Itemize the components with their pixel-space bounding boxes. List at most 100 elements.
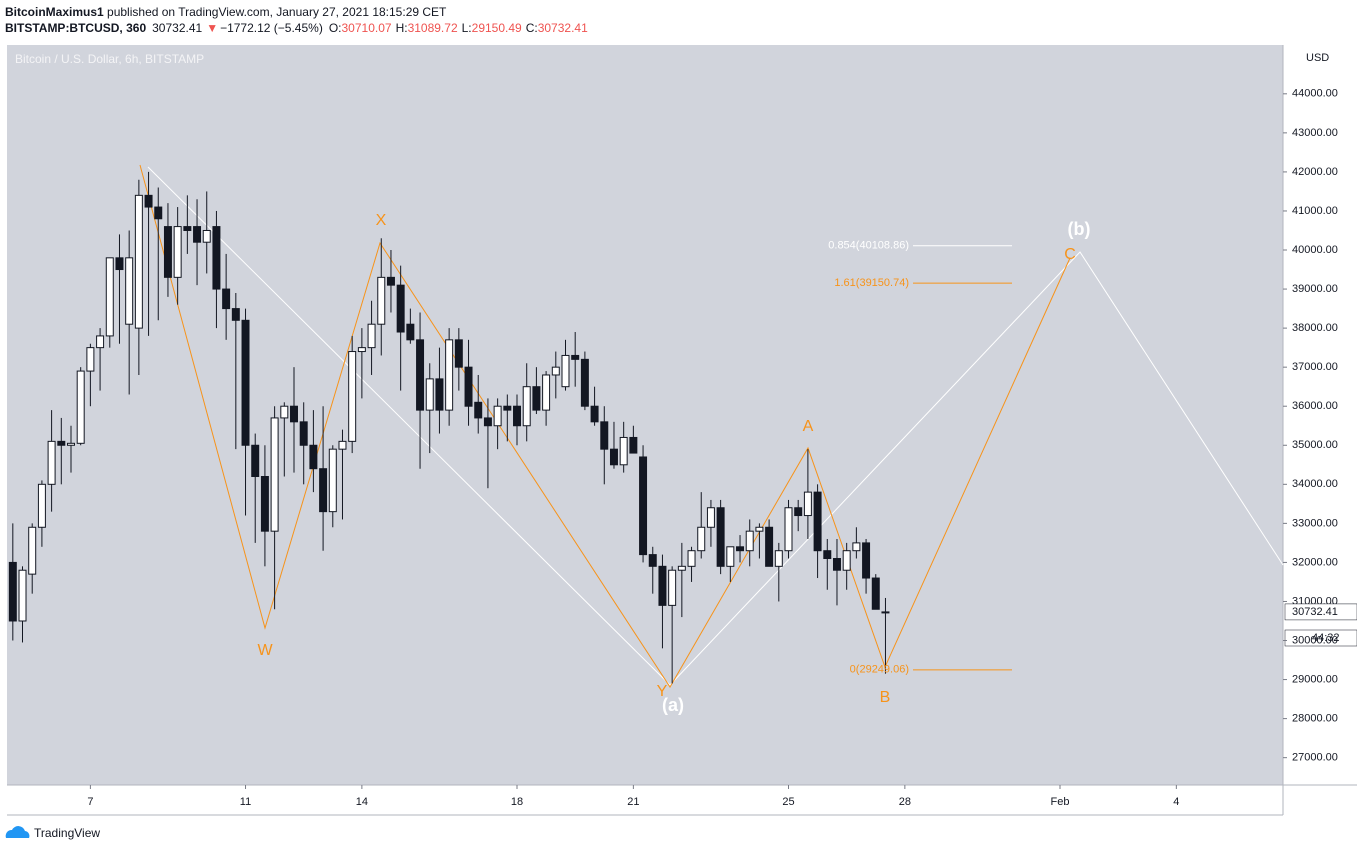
candle-body — [503, 405, 512, 411]
last-price-box — [1284, 603, 1357, 621]
x-tick-label: 4 — [1173, 796, 1179, 808]
y-tick-label: 32000.00 — [1292, 556, 1338, 568]
candle-body — [338, 440, 347, 450]
candle-body — [348, 351, 357, 442]
candle-body — [639, 456, 648, 556]
candle-body — [241, 319, 250, 446]
y-tick-label: 33000.00 — [1292, 517, 1338, 529]
candle-body — [57, 440, 66, 446]
candle-body — [542, 374, 551, 411]
l: 29150.49 — [472, 21, 522, 35]
candle-body — [367, 323, 376, 349]
candle-body — [483, 417, 492, 427]
wave-label: (b) — [1068, 219, 1091, 239]
candle-body — [76, 370, 85, 444]
y-tick-label: 27000.00 — [1292, 752, 1338, 764]
candle-body — [290, 405, 298, 423]
x-tick-label: 11 — [240, 796, 251, 808]
candle-body — [86, 347, 95, 372]
candle-body — [163, 226, 172, 278]
y-tick-label: 36000.00 — [1292, 400, 1338, 412]
candle-body — [416, 339, 425, 411]
y-tick-label: 40000.00 — [1292, 244, 1338, 256]
candle-body — [212, 226, 221, 290]
candle-body — [522, 386, 531, 427]
white-wave-line — [147, 166, 1284, 686]
candle-body — [803, 491, 812, 517]
unit-label: USD — [1306, 52, 1329, 64]
candle-body — [687, 550, 696, 567]
countdown: 44:32 — [1312, 632, 1340, 644]
candle-body — [842, 550, 851, 571]
candle-body — [328, 448, 337, 513]
candle-body — [154, 206, 163, 220]
chart-title: Bitcoin / U.S. Dollar, 6h, BITSTAMP — [15, 52, 204, 66]
candle-body — [183, 226, 192, 231]
change: −1772.12 (−5.45%) — [220, 21, 323, 35]
footer-logo — [5, 826, 30, 838]
h-label: H: — [396, 21, 408, 35]
candle-body — [464, 366, 473, 407]
candle-body — [260, 476, 269, 532]
candle-body — [852, 542, 861, 552]
candle-body — [813, 491, 822, 552]
candle-body — [125, 257, 134, 325]
y-tick-label: 43000.00 — [1292, 127, 1338, 139]
candle-body — [115, 257, 124, 271]
candle-body — [706, 507, 715, 528]
c-label: C: — [526, 21, 538, 35]
candle-body — [648, 554, 657, 567]
candle-body — [871, 577, 880, 610]
candle-body — [745, 530, 754, 552]
candle-body — [134, 194, 143, 329]
x-tick-label: 18 — [511, 796, 523, 808]
wave-label: B — [880, 689, 891, 706]
footer-brand: TradingView — [34, 826, 100, 840]
header-line-1: BitcoinMaximus1 published on TradingView… — [5, 5, 447, 19]
wave-label: A — [803, 418, 814, 435]
candle-body — [736, 546, 745, 552]
candle-body — [96, 335, 105, 349]
candle-body — [832, 558, 841, 571]
plot-background — [7, 45, 1283, 785]
candle-body — [67, 442, 75, 446]
x-tick-label: 7 — [87, 796, 93, 808]
candle-body — [697, 526, 706, 552]
candle-body — [532, 386, 541, 411]
candle-body — [357, 347, 366, 353]
wave-label: X — [376, 212, 387, 229]
candle-body — [774, 550, 783, 567]
wave-label: C — [1064, 246, 1076, 263]
candle-body — [105, 257, 114, 337]
candle-body — [386, 276, 395, 286]
candle-body — [377, 276, 386, 325]
x-tick-label: Feb — [1051, 796, 1070, 808]
candle-body — [319, 468, 328, 513]
candle-body — [18, 569, 27, 622]
candle-body — [47, 440, 56, 485]
header-line-2: BITSTAMP:BTCUSD, 360 30732.41 ▼ −1772.12 (−… — [5, 21, 588, 35]
candle-body — [513, 405, 522, 427]
arrow: ▼ — [206, 21, 218, 35]
h: 31089.72 — [408, 21, 458, 35]
candle-body — [629, 436, 638, 454]
candle-body — [551, 366, 560, 376]
y-tick-label: 37000.00 — [1292, 361, 1338, 373]
candle-body — [619, 436, 628, 466]
fib-label: 0.854(40108.86) — [828, 240, 909, 252]
candle-body — [609, 448, 618, 466]
candle-body — [202, 229, 211, 243]
candle-body — [881, 611, 890, 614]
y-tick-label: 41000.00 — [1292, 205, 1338, 217]
wave-label: W — [257, 642, 273, 659]
candle-body — [193, 226, 202, 243]
candle-body — [425, 378, 434, 411]
y-tick-label: 39000.00 — [1292, 283, 1338, 295]
fib-label: 1.61(39150.74) — [834, 277, 909, 289]
wave-label: (a) — [662, 695, 684, 715]
candle-body — [658, 565, 667, 606]
candle-body — [600, 421, 609, 450]
countdown-box — [1284, 629, 1357, 647]
candle-body — [435, 378, 444, 411]
